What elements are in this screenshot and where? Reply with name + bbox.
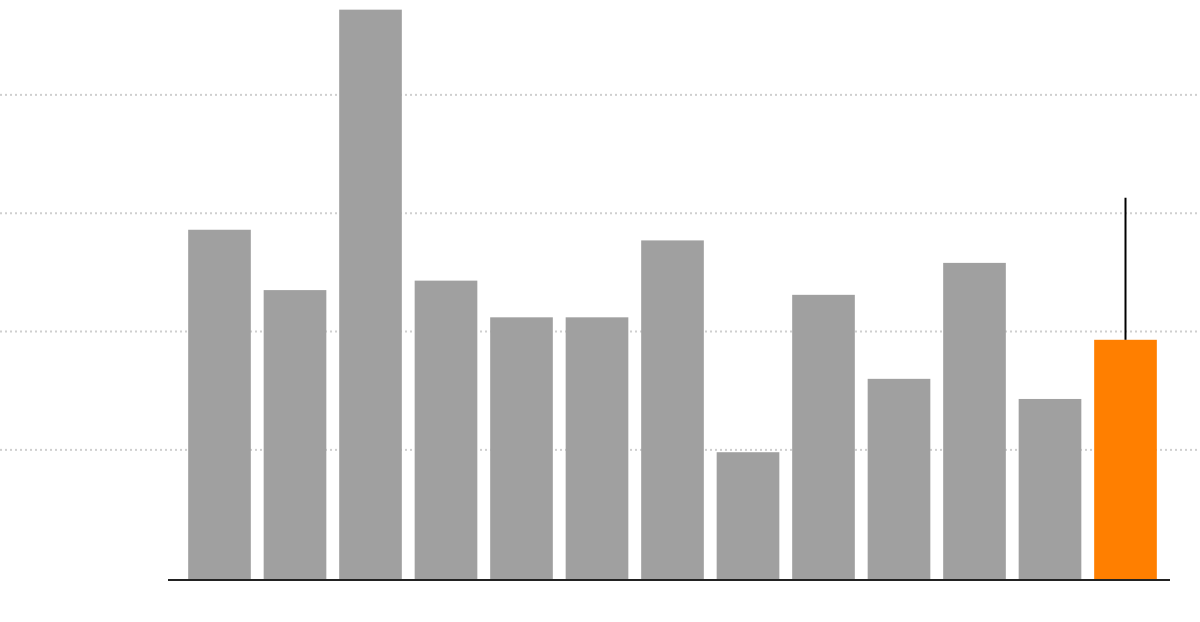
bar (1018, 398, 1082, 580)
bar (414, 280, 478, 580)
bar (716, 452, 780, 580)
bar (943, 262, 1006, 580)
bar (565, 317, 629, 580)
bar (339, 9, 402, 580)
bar (188, 229, 251, 580)
bar (641, 240, 704, 580)
bar (792, 294, 855, 580)
bar (263, 290, 327, 580)
bar (867, 378, 931, 580)
bar (490, 317, 553, 580)
bar (1094, 339, 1157, 580)
